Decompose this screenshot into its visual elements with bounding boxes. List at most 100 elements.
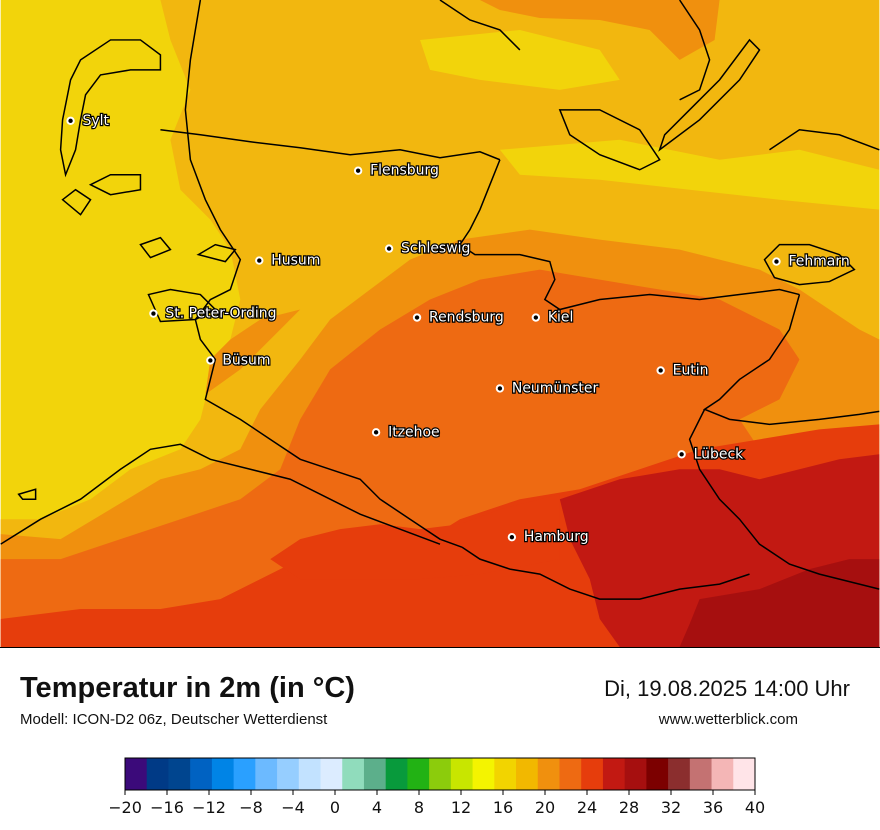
danish-coast-north xyxy=(679,0,711,101)
legend-swatch xyxy=(385,758,408,790)
legend-swatch xyxy=(646,758,669,790)
legend-tick-label: 8 xyxy=(414,798,424,817)
city-dot xyxy=(772,257,781,266)
legend-swatch xyxy=(602,758,626,790)
temp-zone-29 xyxy=(679,559,880,647)
city-label: Eutin xyxy=(673,362,709,378)
city-dot xyxy=(371,428,381,437)
city-label: Rendsburg xyxy=(429,310,504,326)
legend-tick-label: 24 xyxy=(577,798,597,817)
temp-zone-17-north xyxy=(420,29,620,90)
legend-tick-label: −4 xyxy=(281,798,305,817)
legend-swatch xyxy=(211,758,235,790)
legend-swatch xyxy=(559,758,582,790)
city-marker: Büsum xyxy=(206,351,272,370)
legend-swatch xyxy=(407,758,430,790)
city-marker: Husum xyxy=(255,251,322,270)
city-dot xyxy=(255,256,264,265)
coast-fyn xyxy=(439,0,521,51)
legend-tick-label: 36 xyxy=(703,798,723,817)
legend-swatches xyxy=(124,757,756,791)
city-label: Sylt xyxy=(83,113,110,129)
city-label: Neumünster xyxy=(512,380,599,396)
city-marker: Rendsburg xyxy=(412,308,505,327)
temp-zone-25-west xyxy=(270,494,560,580)
legend-tick-label: 12 xyxy=(451,798,471,817)
legend-swatch xyxy=(320,758,343,790)
legend-swatch xyxy=(255,758,278,790)
city-dot xyxy=(149,309,158,318)
elbe-south xyxy=(0,443,441,545)
city-marker: Hamburg xyxy=(507,528,590,546)
legend-swatch xyxy=(450,758,473,790)
city-label: Kiel xyxy=(548,310,574,326)
city-dot xyxy=(507,532,517,542)
legend-tick-label: 16 xyxy=(493,798,513,817)
city-dot xyxy=(66,116,75,126)
legend-frame xyxy=(124,757,756,791)
city-marker: Itzehoe xyxy=(371,423,441,442)
model-source: Modell: ICON-D2 06z, Deutscher Wetterdie… xyxy=(20,711,328,728)
legend-swatch xyxy=(146,758,169,790)
legend-tick-label: −8 xyxy=(239,798,263,817)
city-marker: Fehmarn xyxy=(772,252,851,271)
city-marker: Kiel xyxy=(531,308,575,327)
legend-swatch xyxy=(689,758,712,790)
city-label: Fehmarn xyxy=(788,254,849,270)
city-dot xyxy=(353,166,363,175)
city-label: Lübeck xyxy=(694,446,745,462)
legend-ticks: −20 −16 −12 −8 −4 0 4 8 12 16 20 24 28 32 36 40 xyxy=(110,790,765,817)
legend-swatch xyxy=(733,758,756,790)
temp-zone-21 xyxy=(479,0,720,60)
coastlines xyxy=(0,0,880,600)
city-label: Büsum xyxy=(222,352,270,368)
city-markers: Sylt Flensburg Schleswig Husum Fehmarn St. Pe… xyxy=(66,112,851,546)
state-border-east xyxy=(688,409,880,590)
legend-tick-label: 32 xyxy=(661,798,681,817)
color-scale-legend: −20 −16 −12 −8 −4 0 4 8 12 16 20 24 28 32 36 40 xyxy=(110,757,765,817)
city-marker: Flensburg xyxy=(353,162,440,180)
legend-swatch xyxy=(472,758,495,790)
city-marker: St. Peter-Ording xyxy=(149,304,278,323)
city-label: Schleswig xyxy=(401,241,470,257)
legend-tick-label: 40 xyxy=(745,798,765,817)
temp-zone-21-coast xyxy=(205,309,301,395)
legend-swatch xyxy=(168,758,191,790)
legend-swatch xyxy=(668,758,691,790)
city-dot xyxy=(656,366,665,375)
langeland-island xyxy=(658,38,761,152)
lolland-coast xyxy=(769,129,880,151)
pellworm-island xyxy=(139,236,172,259)
city-dot xyxy=(384,244,394,253)
city-marker: Lübeck xyxy=(677,445,745,463)
city-dot xyxy=(677,450,686,459)
legend-swatch xyxy=(711,758,734,790)
city-dot xyxy=(412,313,422,322)
legend-swatch xyxy=(298,758,321,790)
island-south xyxy=(17,488,37,500)
east-coast-north xyxy=(458,159,800,311)
legend-swatch xyxy=(277,758,300,790)
valid-datetime: Di, 19.08.2025 14:00 Uhr xyxy=(604,676,850,701)
legend-swatch xyxy=(429,758,452,790)
legend-swatch xyxy=(190,758,213,790)
eiderstedt-coast xyxy=(147,288,217,323)
temperature-map: Sylt Flensburg Schleswig Husum Fehmarn St. Pe… xyxy=(0,0,880,648)
city-marker: Eutin xyxy=(656,361,710,380)
city-label: Itzehoe xyxy=(388,424,440,440)
legend-swatch xyxy=(581,758,604,790)
city-label: St. Peter-Ording xyxy=(165,306,276,322)
legend-tick-label: −12 xyxy=(192,798,226,817)
legend-tick-label: 4 xyxy=(372,798,382,817)
legend-swatch xyxy=(624,758,647,790)
website-link[interactable]: www.wetterblick.com xyxy=(658,711,798,728)
west-coast xyxy=(184,0,463,548)
city-marker: Schleswig xyxy=(384,239,472,258)
city-dot xyxy=(531,313,541,322)
fehmarn-island xyxy=(763,243,856,286)
city-dot xyxy=(495,384,505,393)
legend-swatch xyxy=(494,758,517,790)
state-border-hamburg xyxy=(461,546,750,600)
als-island xyxy=(558,109,661,171)
legend-tick-label: 0 xyxy=(330,798,340,817)
